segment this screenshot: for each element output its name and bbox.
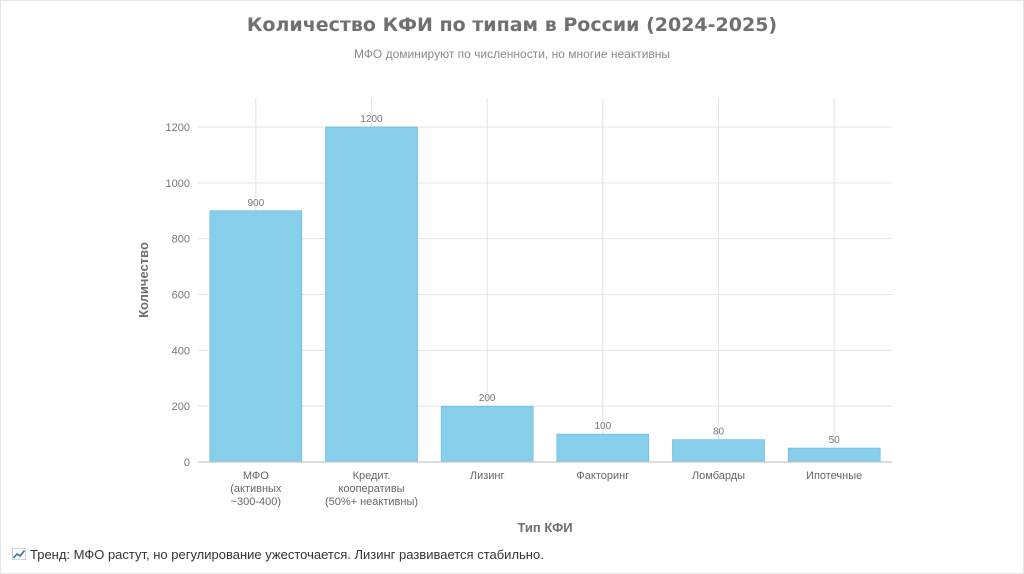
data-label: 50 [829,435,841,446]
data-label: 80 [713,427,725,438]
y-tick-label: 1000 [166,178,190,190]
x-tick-label: Факторинг [576,470,629,482]
bar [209,210,303,463]
x-tick-label: МФО [243,470,269,482]
y-tick-label: 0 [184,457,190,469]
x-tick-label: (активных [230,483,282,495]
data-label: 1200 [360,114,383,125]
chart-title: Количество КФИ по типам в России (2024-2… [246,14,778,36]
data-label: 900 [247,198,264,209]
bar-chart: 0 200 400 600 800 1000 1200 900 МФО(активных~300… [136,98,892,535]
y-tick-label: 400 [172,345,190,357]
x-tick-label: Кредит. [353,470,391,482]
chart-trend-icon [12,548,26,560]
x-tick-label: Ипотечные [806,470,862,482]
x-tick-label: Лизинг [470,470,505,482]
data-label: 200 [479,393,496,404]
bar [556,433,650,463]
y-tick-label: 200 [172,401,190,413]
x-tick-label: (50%+ неактивны) [325,496,418,508]
y-tick-label: 600 [172,290,190,302]
footer-text: Тренд: МФО растут, но регулирование ужес… [30,547,544,562]
x-tick-label: ~300-400) [231,496,281,508]
x-tick-label: Ломбарды [692,470,745,482]
x-tick-label: кооперативы [338,483,404,495]
y-axis-title: Количество [136,242,151,318]
data-label: 100 [594,421,611,432]
footer-note: Тренд: МФО растут, но регулирование ужес… [12,547,544,562]
bar [787,447,881,463]
bar [672,439,765,463]
bar [440,405,534,463]
x-axis-title: Тип КФИ [517,520,572,535]
y-tick-label: 800 [172,234,190,246]
chart-subtitle: МФО доминируют по численности, но многие… [353,47,671,61]
y-tick-label: 1200 [166,122,190,134]
bar [325,126,418,463]
